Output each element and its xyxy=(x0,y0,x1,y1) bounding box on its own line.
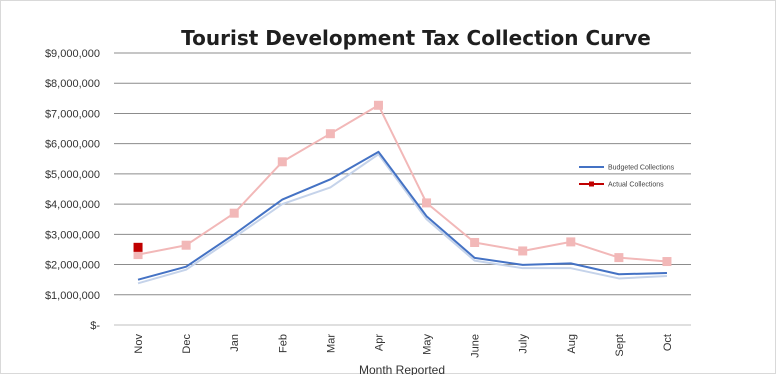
legend-marker-actual-collections xyxy=(589,181,594,187)
y-tick-label: $- xyxy=(90,320,100,332)
background-series xyxy=(133,100,672,285)
y-axis-tick-labels: $- $1,000,000 $2,000,000 $3,000,000 $4,000,0… xyxy=(45,48,100,332)
background-series-1-point xyxy=(373,100,383,110)
background-series-1-point xyxy=(181,240,191,250)
y-tick-label: $5,000,000 xyxy=(45,169,100,181)
gridlines xyxy=(114,52,691,326)
legend-label-budgeted-collections: Budgeted Collections xyxy=(608,165,675,172)
x-tick-label: July xyxy=(518,334,530,354)
y-tick-label: $6,000,000 xyxy=(45,139,100,151)
x-tick-label: June xyxy=(470,334,482,358)
x-axis-tick-labels: Nov Dec Jan Feb Mar Apr May June July Aug Sept Oct xyxy=(133,334,674,358)
x-tick-label: Jan xyxy=(229,334,241,352)
budgeted-collections-line xyxy=(137,150,667,281)
chart-title: Tourist Development Tax Collection Curve xyxy=(181,26,651,50)
y-tick-label: $4,000,000 xyxy=(45,199,100,211)
x-tick-label: Oct xyxy=(662,334,674,351)
x-tick-label: Nov xyxy=(133,334,145,354)
x-axis-title: Month Reported xyxy=(359,363,445,375)
actual-collections-point xyxy=(133,242,143,252)
legend-label-actual-collections: Actual Collections xyxy=(608,182,664,189)
x-tick-label: Aug xyxy=(566,334,578,354)
y-tick-label: $8,000,000 xyxy=(45,78,100,90)
background-series-1-point xyxy=(229,208,239,218)
x-tick-label: Apr xyxy=(373,334,385,351)
y-tick-label: $1,000,000 xyxy=(45,290,100,302)
background-series-1-point xyxy=(470,237,480,247)
data-series xyxy=(133,150,667,281)
background-series-1-point xyxy=(325,129,335,139)
y-tick-label: $3,000,000 xyxy=(45,229,100,241)
x-tick-label: Dec xyxy=(181,334,193,354)
x-tick-label: May xyxy=(422,334,434,355)
y-tick-label: $7,000,000 xyxy=(45,108,100,120)
background-series-2-line xyxy=(137,153,668,285)
background-series-1-point xyxy=(614,253,624,263)
y-tick-label: $9,000,000 xyxy=(45,48,100,60)
y-tick-label: $2,000,000 xyxy=(45,260,100,272)
background-series-1-line xyxy=(137,104,668,263)
x-tick-label: Feb xyxy=(277,334,289,353)
x-tick-label: Sept xyxy=(614,334,626,357)
background-series-1-point xyxy=(133,250,143,260)
x-tick-label: Mar xyxy=(325,334,337,353)
background-series-1-point xyxy=(566,237,576,247)
background-series-1-point xyxy=(662,257,672,267)
background-series-1-point xyxy=(518,246,528,256)
legend: Budgeted Collections Actual Collections xyxy=(579,165,675,189)
background-series-1-point xyxy=(277,157,287,167)
background-series-1-point xyxy=(422,198,432,208)
